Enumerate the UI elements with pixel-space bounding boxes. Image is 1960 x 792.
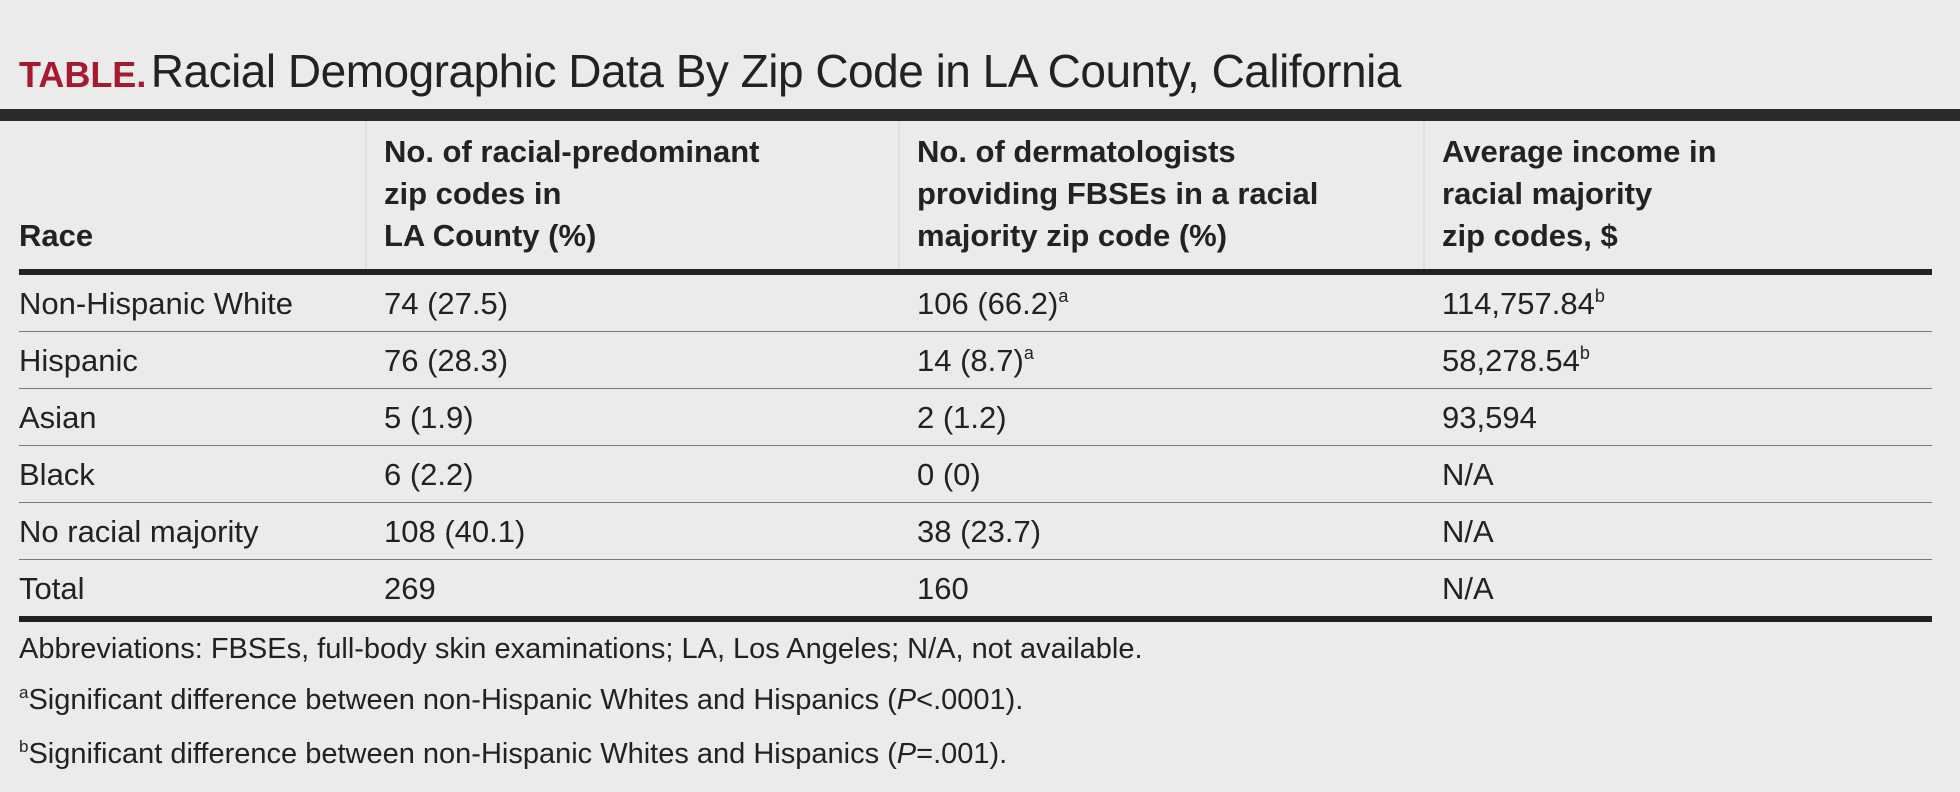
cell-zip-codes: 269 <box>384 571 436 606</box>
footnote-marker: b <box>1594 286 1605 306</box>
cell-race: Black <box>19 457 95 492</box>
header-line: zip codes, $ <box>1442 218 1618 253</box>
header-line: Average income in <box>1442 134 1717 169</box>
cell-income: 93,594 <box>1442 400 1537 435</box>
header-line: No. of dermatologists <box>917 134 1236 169</box>
cell-race: Total <box>19 571 85 606</box>
footnote-text: Significant difference between non-Hispa… <box>28 684 897 716</box>
header-income: Average income in racial majority zip co… <box>1442 131 1717 257</box>
cell-dermatologists: 160 <box>917 571 969 606</box>
footnote-text: Significant difference between non-Hispa… <box>28 738 897 770</box>
table-title: Racial Demographic Data By Zip Code in L… <box>150 45 1402 97</box>
cell-zip-codes: 108 (40.1) <box>384 514 526 549</box>
cell-race: Asian <box>19 400 97 435</box>
footnote-marker: a <box>1058 286 1069 306</box>
table-row-total: Total 269 160 N/A <box>19 560 1932 622</box>
table-row: No racial majority 108 (40.1) 38 (23.7) … <box>19 503 1932 560</box>
footnote-a: aSignificant difference between non-Hisp… <box>19 675 1932 729</box>
footnote-text: =.001). <box>916 738 1008 770</box>
cell-race: Non-Hispanic White <box>19 286 293 321</box>
header-line: zip codes in <box>384 176 562 211</box>
cell-dermatologists: 0 (0) <box>917 457 981 492</box>
cell-income: N/A <box>1442 514 1494 549</box>
top-rule <box>0 109 1960 121</box>
footnote-marker: b <box>1579 343 1590 363</box>
header-line: racial majority <box>1442 176 1653 211</box>
footnote-b: bSignificant difference between non-Hisp… <box>19 729 1932 783</box>
footnote-marker: b <box>19 737 29 756</box>
cell-value: 106 (66.2) <box>917 286 1059 321</box>
table-row: Black 6 (2.2) 0 (0) N/A <box>19 446 1932 503</box>
cell-income: 114,757.84b <box>1442 285 1605 327</box>
table-label: TABLE. <box>19 54 147 95</box>
cell-value: 14 (8.7) <box>917 343 1024 378</box>
p-value-symbol: P <box>896 738 917 770</box>
header-line: LA County (%) <box>384 218 597 253</box>
cell-income: 58,278.54b <box>1442 342 1590 384</box>
cell-dermatologists: 38 (23.7) <box>917 514 1042 549</box>
header-race: Race <box>19 215 93 257</box>
cell-zip-codes: 74 (27.5) <box>384 286 509 321</box>
header-line: No. of racial-predominant <box>384 134 760 169</box>
header-line: providing FBSEs in a racial <box>917 176 1319 211</box>
header-divider <box>898 121 900 269</box>
header-divider <box>1423 121 1425 269</box>
header-dermatologists: No. of dermatologists providing FBSEs in… <box>917 131 1318 257</box>
abbreviations-note: Abbreviations: FBSEs, full-body skin exa… <box>19 633 1143 665</box>
cell-dermatologists: 2 (1.2) <box>917 400 1007 435</box>
cell-zip-codes: 76 (28.3) <box>384 343 509 378</box>
header-divider <box>365 121 367 269</box>
cell-zip-codes: 5 (1.9) <box>384 400 474 435</box>
table-title-row: TABLE. Racial Demographic Data By Zip Co… <box>19 44 1401 98</box>
cell-zip-codes: 6 (2.2) <box>384 457 474 492</box>
cell-value: 58,278.54 <box>1442 343 1580 378</box>
p-value-symbol: P <box>896 684 917 716</box>
table-row: Hispanic 76 (28.3) 14 (8.7)a 58,278.54b <box>19 332 1932 389</box>
table-row: Asian 5 (1.9) 2 (1.2) 93,594 <box>19 389 1932 446</box>
table-row: Non-Hispanic White 74 (27.5) 106 (66.2)a… <box>19 275 1932 332</box>
footnote-marker: a <box>19 683 29 702</box>
table-footnotes: Abbreviations: FBSEs, full-body skin exa… <box>19 624 1932 783</box>
header-zip-codes: No. of racial-predominant zip codes in L… <box>384 131 759 257</box>
cell-income: N/A <box>1442 571 1494 606</box>
footnote-text: <.0001). <box>916 684 1024 716</box>
footnote-marker: a <box>1023 343 1034 363</box>
cell-dermatologists: 14 (8.7)a <box>917 342 1034 384</box>
header-line: majority zip code (%) <box>917 218 1228 253</box>
table-header-row: Race No. of racial-predominant zip codes… <box>19 121 1932 275</box>
data-table: Race No. of racial-predominant zip codes… <box>19 121 1932 622</box>
cell-income: N/A <box>1442 457 1494 492</box>
cell-dermatologists: 106 (66.2)a <box>917 285 1068 327</box>
header-line: Race <box>19 218 94 253</box>
cell-value: 114,757.84 <box>1442 286 1595 321</box>
cell-race: Hispanic <box>19 343 138 378</box>
cell-race: No racial majority <box>19 514 259 549</box>
